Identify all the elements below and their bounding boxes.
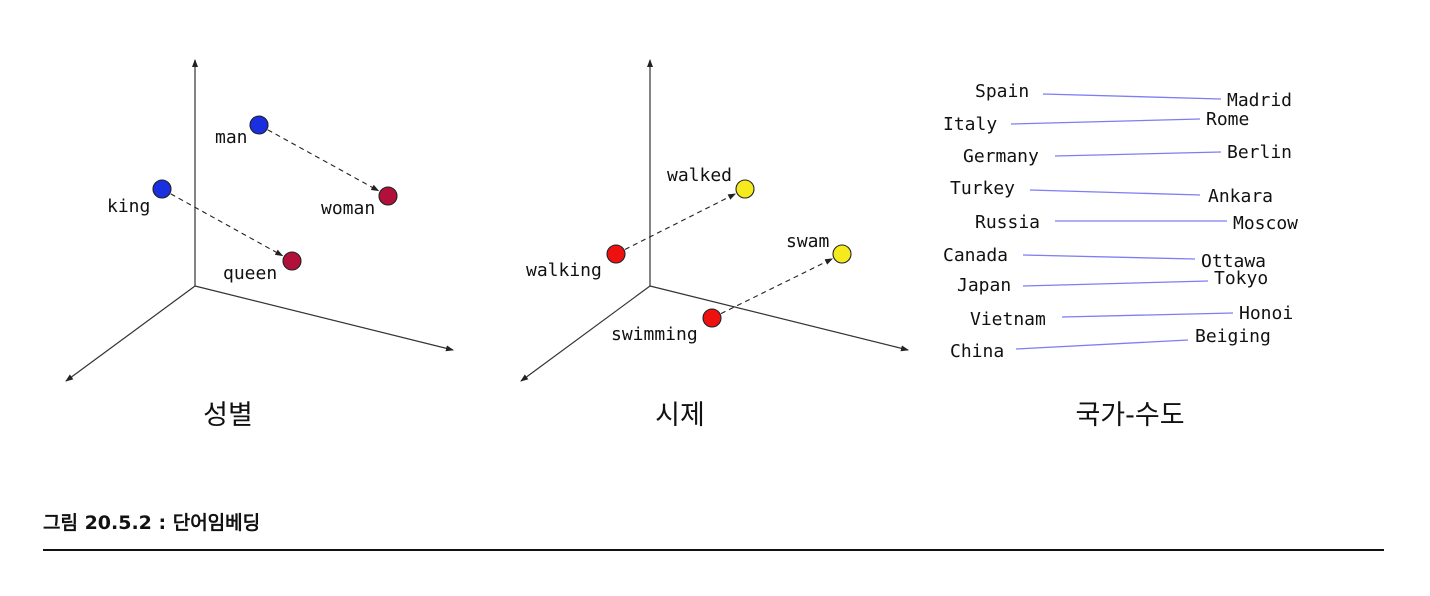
z-axis	[65, 285, 196, 382]
axes-gender	[65, 59, 454, 382]
country-russia: Russia	[975, 212, 1040, 233]
relations-tense	[624, 193, 834, 315]
point-swam	[832, 244, 852, 264]
capital-ankara: Ankara	[1208, 186, 1273, 207]
point-walked	[735, 179, 755, 199]
point-man	[249, 115, 269, 135]
point-king	[152, 179, 172, 199]
capital-honoi: Honoi	[1239, 303, 1293, 324]
connector-spain	[1042, 93, 1222, 100]
capital-tokyo: Tokyo	[1214, 268, 1268, 289]
country-capital-lines	[1010, 93, 1234, 350]
panel-tense: walking walked swimming swam 시제	[520, 59, 909, 431]
axes-tense	[520, 59, 909, 382]
label-swimming: swimming	[611, 324, 698, 345]
connector-china	[1015, 339, 1189, 350]
label-walked: walked	[667, 165, 732, 186]
country-capital-labels: Spain Madrid Italy Rome Germany Berlin Turkey A…	[943, 81, 1298, 362]
caption-country-capital: 국가-수도	[1075, 400, 1184, 431]
label-walking: walking	[526, 260, 602, 281]
label-man: man	[215, 127, 248, 148]
panel-country-capital: Spain Madrid Italy Rome Germany Berlin Turkey A…	[943, 81, 1298, 431]
country-spain: Spain	[975, 81, 1029, 102]
divider-line	[43, 549, 1384, 551]
point-woman	[378, 186, 398, 206]
z-axis	[520, 285, 651, 382]
relation-arrow-walking-walked	[624, 193, 737, 250]
connector-vietnam	[1061, 312, 1234, 318]
relation-arrow-swimming-swam	[720, 258, 834, 315]
connector-turkey	[1029, 189, 1201, 196]
connector-japan	[1022, 280, 1209, 287]
point-swimming	[702, 308, 722, 328]
label-woman: woman	[321, 198, 375, 219]
connector-canada	[1022, 254, 1196, 260]
x-axis	[194, 285, 454, 352]
country-canada: Canada	[943, 245, 1008, 266]
caption-gender: 성별	[203, 400, 253, 431]
relations-gender	[170, 129, 380, 257]
points-gender	[152, 115, 398, 271]
capital-madrid: Madrid	[1227, 90, 1292, 111]
country-germany: Germany	[963, 146, 1039, 167]
panel-gender: man woman king queen 성별	[65, 59, 454, 431]
relation-arrow-man-woman	[267, 129, 380, 192]
relation-arrow-king-queen	[170, 193, 284, 257]
country-china: China	[950, 341, 1004, 362]
label-swam: swam	[786, 231, 829, 252]
word-embedding-figure: man woman king queen 성별 walking walked s…	[65, 59, 1298, 431]
x-axis	[649, 285, 909, 352]
connector-germany	[1054, 151, 1222, 157]
point-queen	[282, 251, 302, 271]
connector-italy	[1010, 118, 1201, 125]
country-japan: Japan	[957, 275, 1011, 296]
capital-beiging: Beiging	[1195, 326, 1271, 347]
points-tense	[606, 179, 852, 328]
point-walking	[606, 244, 626, 264]
capital-berlin: Berlin	[1227, 142, 1292, 163]
figure-caption: 그림 20.5.2 : 단어임베딩	[43, 512, 261, 534]
country-italy: Italy	[943, 114, 997, 135]
capital-rome: Rome	[1206, 109, 1249, 130]
label-queen: queen	[223, 263, 277, 284]
label-king: king	[107, 196, 150, 217]
country-turkey: Turkey	[950, 178, 1015, 199]
caption-tense: 시제	[655, 400, 705, 431]
country-vietnam: Vietnam	[970, 309, 1046, 330]
capital-moscow: Moscow	[1233, 213, 1298, 234]
capital-ottawa: Ottawa	[1201, 251, 1266, 272]
